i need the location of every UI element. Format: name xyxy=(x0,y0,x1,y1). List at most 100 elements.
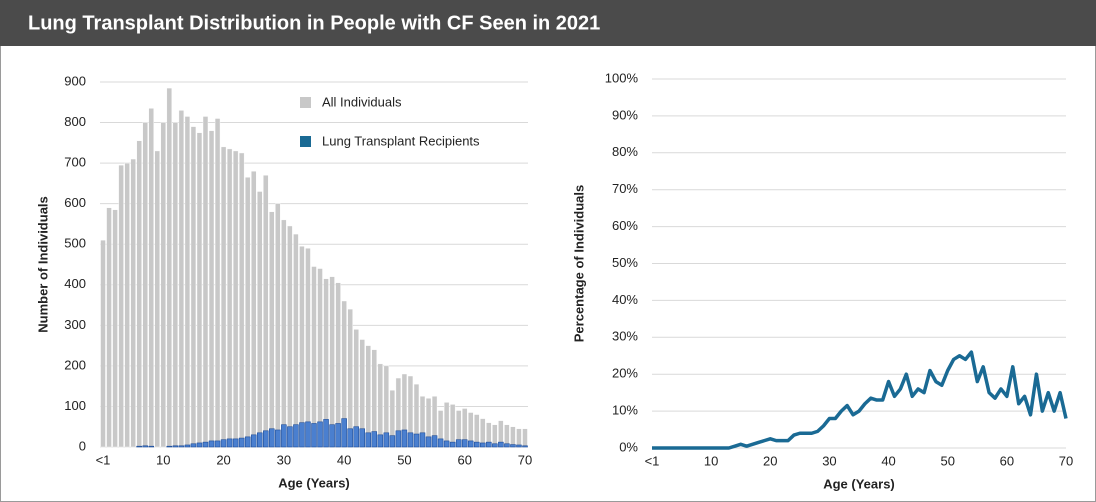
y-tick-label: 30% xyxy=(612,329,638,344)
y-tick-label: 700 xyxy=(64,155,86,170)
bar xyxy=(480,442,486,448)
bar xyxy=(184,116,191,448)
bar xyxy=(383,432,390,448)
x-tick-label: 40 xyxy=(337,452,351,467)
bar xyxy=(317,421,323,448)
y-tick-label: 60% xyxy=(612,218,638,233)
bar xyxy=(455,439,462,448)
y-tick-label: 100 xyxy=(64,398,86,413)
bar xyxy=(245,177,251,448)
bar xyxy=(220,439,227,448)
bar xyxy=(142,445,148,448)
legend-swatch xyxy=(300,136,311,147)
bar xyxy=(522,445,528,448)
title-bar xyxy=(0,0,1096,46)
bar xyxy=(293,233,299,448)
bar xyxy=(431,435,438,448)
bar xyxy=(443,440,450,448)
bar xyxy=(275,203,281,448)
bar xyxy=(281,219,287,448)
bar xyxy=(244,436,251,448)
bar xyxy=(287,426,293,448)
legend-swatch xyxy=(300,97,311,108)
bar xyxy=(510,426,516,448)
bar xyxy=(437,438,444,448)
x-tick-label: 70 xyxy=(1059,453,1073,468)
bar xyxy=(202,116,209,448)
y-axis-label: Percentage of Individuals xyxy=(571,185,586,343)
bar xyxy=(522,428,528,448)
x-tick-label: <1 xyxy=(645,453,660,468)
bar xyxy=(516,444,522,448)
bar xyxy=(377,363,383,448)
y-tick-label: 100% xyxy=(605,70,639,85)
bar xyxy=(461,439,468,448)
bar xyxy=(425,436,432,448)
x-tick-label: 50 xyxy=(397,452,411,467)
x-tick-label: <1 xyxy=(96,452,111,467)
x-tick-label: 30 xyxy=(822,453,836,468)
bar xyxy=(299,246,305,448)
legend-label: Lung Transplant Recipients xyxy=(322,133,480,148)
bar xyxy=(172,445,179,448)
bar xyxy=(365,345,371,448)
bar xyxy=(160,122,166,448)
y-tick-label: 800 xyxy=(64,114,86,129)
y-tick-label: 80% xyxy=(612,144,638,159)
bar xyxy=(377,434,384,448)
y-tick-label: 20% xyxy=(612,366,638,381)
bar xyxy=(329,424,335,448)
bar xyxy=(190,443,197,448)
bar xyxy=(172,122,179,448)
x-tick-label: 70 xyxy=(518,452,532,467)
bar xyxy=(353,426,359,448)
x-tick-label: 10 xyxy=(156,452,170,467)
bar xyxy=(136,140,142,448)
legend-label: All Individuals xyxy=(322,94,402,109)
bar xyxy=(148,445,155,448)
bar xyxy=(148,108,154,448)
y-tick-label: 0% xyxy=(619,439,638,454)
bar xyxy=(256,432,263,448)
bar xyxy=(365,432,372,448)
bar xyxy=(516,428,522,448)
x-tick-label: 30 xyxy=(277,452,291,467)
bar xyxy=(443,402,450,448)
bar xyxy=(449,404,456,448)
y-tick-label: 900 xyxy=(64,73,86,88)
bar xyxy=(232,150,239,448)
y-tick-label: 400 xyxy=(64,276,86,291)
bar xyxy=(347,428,353,448)
bar xyxy=(269,211,275,448)
bar xyxy=(371,431,378,448)
bar xyxy=(347,308,353,448)
bar xyxy=(178,445,185,448)
bar xyxy=(196,442,203,448)
y-tick-label: 70% xyxy=(612,181,638,196)
bar xyxy=(214,118,221,448)
bar xyxy=(341,418,347,448)
bar xyxy=(473,441,480,448)
bar xyxy=(238,152,245,448)
bar xyxy=(395,430,402,448)
bar xyxy=(269,428,275,448)
bar xyxy=(184,444,191,448)
bar xyxy=(100,239,106,448)
bar xyxy=(202,441,209,448)
bar xyxy=(196,132,203,448)
bar xyxy=(335,282,341,448)
bar xyxy=(106,207,112,448)
bar xyxy=(214,440,221,448)
bar xyxy=(281,424,287,448)
bar xyxy=(226,148,233,448)
bar xyxy=(287,225,293,448)
bar xyxy=(208,130,215,448)
line xyxy=(652,350,1068,450)
bar xyxy=(305,248,311,448)
bar xyxy=(389,435,396,448)
x-tick-label: 60 xyxy=(1000,453,1014,468)
bar xyxy=(257,191,263,448)
bar xyxy=(299,422,305,448)
bar xyxy=(305,421,311,448)
bar xyxy=(329,276,335,448)
